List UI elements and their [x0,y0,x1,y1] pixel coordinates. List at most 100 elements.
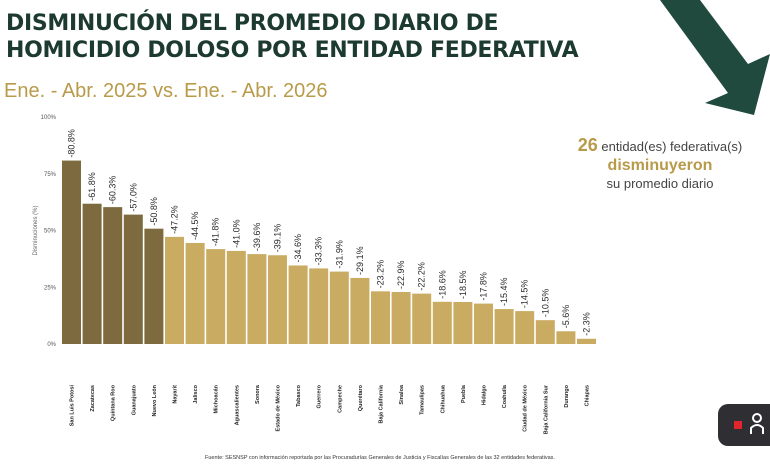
bar [268,255,287,344]
category-label: Michoacán [214,384,220,413]
category-label: San Luis Potosí [70,385,76,427]
summary-entities-text: entidad(es) federativa(s) [597,139,743,154]
category-label: Tamaulipas [420,385,426,415]
category-label: Guerrero [317,384,323,408]
bar [350,277,370,344]
bar [515,311,535,344]
data-label: -22.2% [417,262,427,291]
category-label: Campeche [337,385,343,413]
data-label: -17.8% [479,272,489,301]
y-tick-label: 50% [44,229,57,235]
category-label: Hidalgo [482,384,488,405]
bars: -80.8% San Luis Potosí -61.8% Zacatecas -60.… [62,129,596,434]
period-subtitle: Ene. - Abr. 2025 vs. Ene. - Abr. 2026 [4,80,328,102]
category-label: Estado de México [276,384,282,431]
title-line-1: DISMINUCIÓN DEL PROMEDIO DIARIO DE [6,11,499,36]
data-label: -10.5% [540,289,550,318]
category-label: Durango [564,384,570,407]
bar [412,293,432,344]
bar [391,292,411,344]
category-label: Sonora [255,384,261,404]
bar [432,301,452,344]
data-label: -60.3% [108,176,118,205]
category-label: Nuevo León [152,384,158,416]
category-label: Ciudad de México [523,384,529,431]
category-label: Nayarit [173,385,179,404]
category-label: Chihuahua [440,384,446,413]
data-label: -80.8% [67,129,77,158]
category-label: Baja California Sur [543,384,549,434]
y-tick-label: 100% [41,115,57,121]
data-label: -5.6% [561,305,571,329]
page-title: DISMINUCIÓN DEL PROMEDIO DIARIO DE HOMIC… [6,10,626,64]
bar [103,207,123,344]
data-label: -44.5% [190,211,200,240]
bar [309,268,329,344]
bar [144,228,164,344]
data-label: -31.9% [334,240,344,269]
category-label: Coahuila [502,384,508,408]
bar [371,291,390,344]
bar [165,236,184,344]
y-tick-label: 25% [44,285,57,291]
data-label: -34.6% [293,234,303,263]
data-label: -14.5% [520,280,530,309]
data-label: -41.0% [231,219,241,248]
source-note: Fuente: SESNSP con información reportada… [205,455,555,461]
category-label: Sinaloa [399,384,405,405]
data-label: -2.3% [582,312,592,336]
bar [247,254,267,344]
data-label: -18.6% [437,270,447,299]
decreasing-arrow-icon [660,0,770,115]
summary-line-1: 26 entidad(es) federativa(s) [560,135,760,156]
y-tick-label: 0% [47,342,56,348]
summary-line-3: su promedio diario [606,176,714,191]
category-label: Quintana Roo [111,384,117,421]
category-label: Puebla [461,384,467,403]
floating-widget[interactable] [718,404,770,446]
data-label: -61.8% [87,172,97,201]
data-label: -18.5% [458,270,468,299]
bar [82,203,102,344]
bar [556,331,576,344]
data-label: -50.8% [149,197,159,226]
category-label: Tabasco [296,384,302,407]
bar [474,303,493,344]
bar [62,160,81,344]
bar [329,271,349,344]
bar [288,265,308,344]
y-axis-label: Disminuciones (%) [33,205,39,255]
data-label: -33.3% [314,237,324,266]
bar [226,250,246,344]
bar [453,302,473,344]
data-label: -57.0% [128,183,138,212]
data-label: -47.2% [170,205,180,234]
bar [577,338,596,344]
category-label: Guanajuato [131,384,137,415]
data-label: -15.4% [499,278,509,307]
category-label: Querétaro [358,384,364,411]
y-axis: 0% 25% 50% 75% 100% Disminuciones (%) [33,115,57,348]
summary-box: 26 entidad(es) federativa(s) disminuyero… [560,135,760,191]
bar [185,242,205,344]
data-label: -39.6% [252,223,262,252]
title-line-2: HOMICIDIO DOLOSO POR ENTIDAD FEDERATIVA [6,38,579,63]
bar [494,309,514,344]
summary-count: 26 [577,135,598,155]
bar [535,320,555,344]
y-tick-label: 75% [44,172,57,178]
data-label: -22.9% [396,260,406,289]
bar [123,214,143,344]
category-label: Aguascalientes [234,385,240,425]
category-label: Baja California [379,384,385,423]
data-label: -39.1% [273,224,283,253]
bar [206,249,226,344]
person-icon[interactable] [749,412,765,436]
category-label: Jalisco [193,384,199,403]
red-square-icon[interactable] [734,421,742,429]
summary-verb: disminuyeron [607,157,713,174]
data-label: -41.8% [211,218,221,247]
category-label: Zacatecas [90,385,96,412]
category-label: Chiapas [585,385,591,406]
